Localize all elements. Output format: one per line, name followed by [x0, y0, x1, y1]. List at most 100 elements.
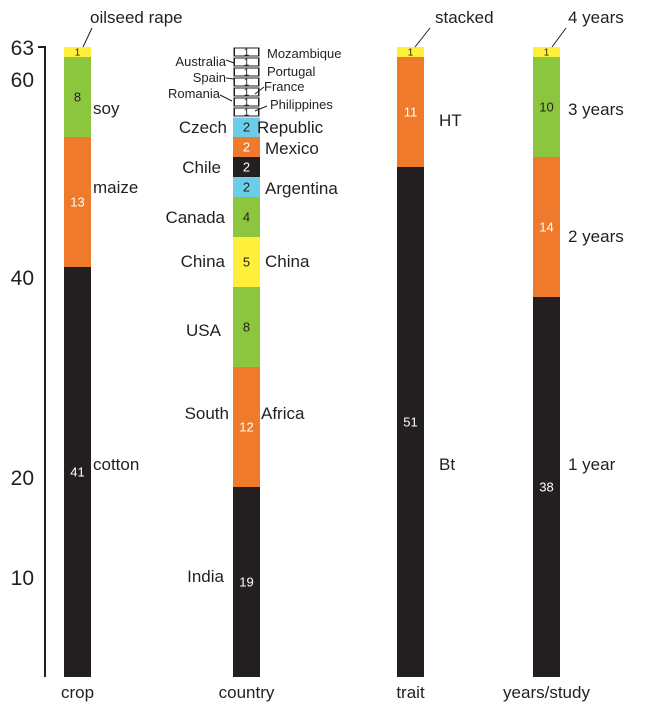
leader-spain	[225, 77, 235, 80]
bar-segment-inner-box	[235, 78, 258, 86]
leader-france	[254, 86, 265, 95]
label-portugal: Portugal	[267, 64, 316, 79]
label-france: France	[264, 79, 304, 94]
y-tick-label: 63	[11, 37, 34, 60]
segment-value-label: 4	[243, 210, 250, 225]
label-soy: soy	[93, 99, 120, 118]
segment-value-label: 2	[243, 160, 250, 175]
segment-value-label: 51	[403, 415, 417, 430]
bar-segment	[233, 487, 260, 677]
segment-value-label: 1	[408, 48, 414, 59]
leader-oilseed-rape	[82, 27, 93, 48]
y-axis-ticks: 10 20 40 60 63	[11, 37, 34, 590]
segment-value-label: 2	[243, 140, 250, 155]
label-romania: Romania	[168, 86, 221, 101]
y-tick-label: 40	[11, 267, 34, 290]
label-one-year: 1 year	[568, 455, 616, 474]
label-two-years: 2 years	[568, 227, 624, 246]
bar-segment-inner-box	[235, 48, 258, 56]
segment-value-label: 1	[244, 48, 250, 59]
label-usa: USA	[186, 321, 222, 340]
bar-segment	[233, 287, 260, 367]
label-cotton: cotton	[93, 455, 139, 474]
bar-segment-inner-box	[235, 88, 258, 96]
label-ht: HT	[439, 111, 462, 130]
label-china-left: China	[181, 252, 226, 271]
segment-value-label: 13	[70, 195, 84, 210]
segment-value-label: 11	[404, 105, 418, 120]
bar-segment	[64, 47, 91, 57]
label-chile: Chile	[182, 158, 221, 177]
label-australia: Australia	[175, 54, 226, 69]
label-canada: Canada	[165, 208, 225, 227]
segment-value-label: 1	[244, 98, 250, 109]
segment-value-label: 1	[244, 58, 250, 69]
segment-value-label: 38	[539, 480, 553, 495]
bar-segment-inner-box	[235, 108, 258, 116]
y-tick-label: 20	[11, 467, 34, 490]
y-tick-label: 60	[11, 69, 34, 92]
bar-segment	[233, 117, 260, 137]
leader-four-years	[551, 27, 567, 48]
segment-value-label: 10	[539, 100, 553, 115]
bar-segment-inner-box	[235, 98, 258, 106]
label-republic: Republic	[257, 118, 324, 137]
bar-segment-inner-box	[235, 58, 258, 66]
bar-segment	[64, 267, 91, 677]
bar-segment	[397, 167, 424, 677]
label-spain: Spain	[193, 70, 226, 85]
bar-segment	[397, 47, 424, 57]
leader-australia	[225, 59, 235, 64]
segment-value-label: 14	[539, 220, 553, 235]
label-bt: Bt	[439, 455, 455, 474]
label-philippines: Philippines	[270, 97, 333, 112]
bar-segment	[533, 47, 560, 57]
label-africa: Africa	[261, 404, 305, 423]
segment-value-label: 8	[74, 90, 81, 105]
segment-value-label: 1	[244, 68, 250, 79]
x-category-label: trait	[396, 683, 425, 702]
segment-value-label: 1	[244, 108, 250, 119]
bar-segment	[64, 57, 91, 137]
x-category-label: crop	[61, 683, 94, 702]
segment-value-label: 8	[243, 320, 250, 335]
bars	[64, 46, 560, 677]
label-three-years: 3 years	[568, 100, 624, 119]
label-mexico: Mexico	[265, 139, 319, 158]
segment-value-label: 19	[239, 575, 253, 590]
leader-stacked	[414, 27, 431, 48]
segment-value-label: 12	[239, 420, 253, 435]
label-maize: maize	[93, 178, 138, 197]
bar-segment	[533, 297, 560, 677]
label-oilseed-rape: oilseed rape	[90, 8, 183, 27]
leader-lines	[82, 27, 567, 112]
label-stacked: stacked	[435, 8, 494, 27]
bar-segment	[397, 57, 424, 167]
segment-value-label: 2	[243, 120, 250, 135]
side-labels: oilseed rape soy maize cotton Mozambique…	[90, 8, 624, 586]
bar-segment	[64, 137, 91, 267]
x-axis-categories: crop country trait years/study	[61, 683, 590, 702]
segment-value-label: 1	[244, 78, 250, 89]
label-china-right: China	[265, 252, 310, 271]
y-tick-label: 10	[11, 567, 34, 590]
bar-segment	[233, 177, 260, 197]
x-category-label: years/study	[503, 683, 590, 702]
label-czech: Czech	[179, 118, 227, 137]
bar-segment	[233, 197, 260, 237]
label-india: India	[187, 567, 224, 586]
bar-segment	[233, 157, 260, 177]
leader-philippines	[254, 105, 268, 112]
bar-segment	[233, 237, 260, 287]
segment-value-label: 1	[244, 88, 250, 99]
segment-value-label: 1	[75, 48, 81, 59]
bar-segment	[533, 57, 560, 157]
x-category-label: country	[219, 683, 275, 702]
segment-value-label: 41	[70, 465, 84, 480]
bar-segment	[533, 157, 560, 297]
label-four-years: 4 years	[568, 8, 624, 27]
segment-value-label: 2	[243, 180, 250, 195]
bar-segment	[233, 137, 260, 157]
